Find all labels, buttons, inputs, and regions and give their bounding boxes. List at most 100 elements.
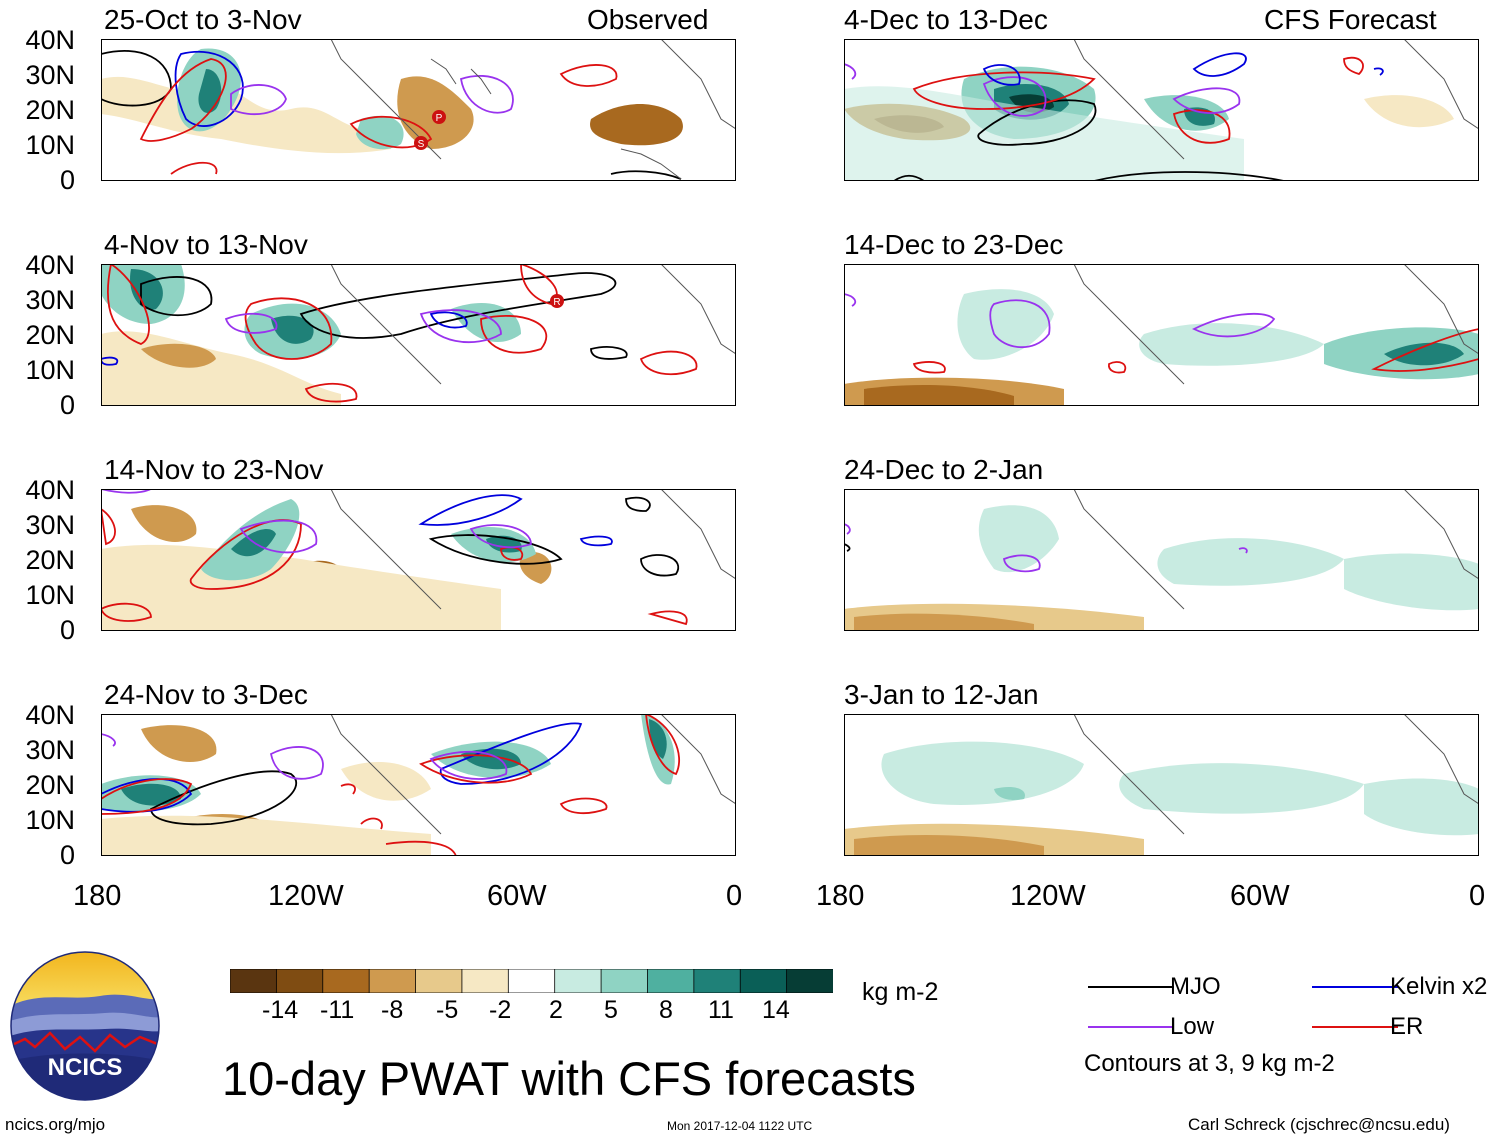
colorbar-tick-11: 11 bbox=[708, 996, 734, 1024]
shade-dry-9 bbox=[519, 551, 552, 584]
contour-low-2 bbox=[459, 74, 514, 114]
contour-low-11 bbox=[982, 76, 1047, 117]
lat-label-20n-row4: 20N bbox=[25, 770, 75, 800]
panel-title-7: 24-Dec to 2-Jan bbox=[844, 454, 1044, 485]
panel-title-3: 14-Nov to 23-Nov bbox=[104, 454, 324, 485]
coastlines-4 bbox=[330, 714, 736, 835]
shade-dry-6 bbox=[131, 505, 197, 542]
map-panel-observed-3 bbox=[101, 489, 736, 631]
map-panel-forecast-4 bbox=[844, 714, 1479, 856]
shade-moist-33 bbox=[994, 787, 1025, 800]
contour-kelvin-9 bbox=[1192, 52, 1247, 77]
contour-er-3 bbox=[349, 115, 433, 149]
shade-moist-34 bbox=[1119, 763, 1364, 814]
colorbar-tick-8: 8 bbox=[659, 996, 673, 1024]
shade-moist-29 bbox=[978, 505, 1059, 573]
contour-mjo-3 bbox=[299, 272, 617, 339]
lon-label-180-right: 180 bbox=[816, 880, 865, 912]
contour-er-25 bbox=[1343, 56, 1364, 76]
contour-er-1 bbox=[139, 58, 227, 142]
contour-low-9 bbox=[101, 733, 116, 747]
contour-mjo-5 bbox=[590, 346, 628, 360]
storm-marker-p bbox=[432, 110, 446, 124]
pwat-map-1: P S bbox=[101, 39, 736, 180]
contour-er-15 bbox=[647, 610, 688, 626]
coastlines-8 bbox=[1073, 714, 1479, 835]
pwat-map-8 bbox=[844, 714, 1479, 856]
shade-moist-7 bbox=[271, 315, 314, 344]
contour-er-9 bbox=[639, 350, 698, 376]
contour-er-17 bbox=[419, 754, 533, 784]
colorbar-swatch-6 bbox=[507, 969, 556, 993]
contour-low-15 bbox=[1191, 312, 1276, 338]
pwat-map-2: R bbox=[101, 264, 736, 406]
storm-marker-r bbox=[550, 294, 564, 308]
lat-label-40n-row1: 40N bbox=[25, 25, 75, 55]
lat-label-0-row2: 0 bbox=[59, 390, 75, 420]
panel-title-1: 25-Oct to 3-Nov bbox=[104, 4, 302, 35]
contour-er-28 bbox=[1108, 361, 1127, 374]
lon-label-0-left: 0 bbox=[726, 880, 743, 912]
main-title: 10-day PWAT with CFS forecasts bbox=[222, 1052, 916, 1105]
colorbar-swatch-7 bbox=[554, 969, 602, 993]
contour-kelvin-8 bbox=[982, 64, 1021, 86]
storm-marker-s-label: S bbox=[418, 139, 425, 150]
lat-label-30n-row1: 30N bbox=[25, 60, 75, 90]
contour-er-20 bbox=[340, 783, 356, 795]
pwat-map-6 bbox=[844, 264, 1479, 406]
colorbar-tick-2: 2 bbox=[549, 996, 563, 1024]
contour-mjo-4 bbox=[140, 276, 213, 317]
contour-low-6 bbox=[101, 489, 152, 494]
storm-marker-r-label: R bbox=[553, 297, 560, 308]
lat-label-40n-row3: 40N bbox=[25, 475, 75, 505]
shade-dry-11 bbox=[141, 725, 217, 762]
panel-title-2: 4-Nov to 13-Nov bbox=[104, 229, 308, 260]
pwat-map-3 bbox=[101, 489, 736, 631]
contour-low-7 bbox=[469, 524, 532, 549]
lat-label-20n-row1: 20N bbox=[25, 95, 75, 125]
shade-moist-23 bbox=[1184, 107, 1215, 126]
lon-label-0-right: 0 bbox=[1469, 880, 1486, 912]
lat-label-30n-row4: 30N bbox=[25, 735, 75, 765]
legend-low-label: Low bbox=[1170, 1013, 1215, 1040]
contour-mjo-7 bbox=[625, 496, 651, 512]
contour-low-17 bbox=[1002, 554, 1041, 573]
colorbar-swatch-11 bbox=[739, 969, 788, 993]
map-panel-forecast-3 bbox=[844, 489, 1479, 631]
colorbar-swatch-8 bbox=[600, 969, 649, 993]
legend-er-line bbox=[1312, 1026, 1398, 1028]
storm-marker-s bbox=[414, 136, 428, 150]
lat-label-10n-row4: 10N bbox=[25, 805, 75, 835]
panel-title-8: 3-Jan to 12-Jan bbox=[844, 679, 1039, 710]
contour-low-4 bbox=[419, 309, 502, 344]
contour-low-5 bbox=[239, 519, 318, 554]
colorbar-swatch-3 bbox=[368, 969, 417, 993]
contour-mjo-2 bbox=[610, 170, 682, 180]
shade-moist-26 bbox=[1139, 323, 1324, 366]
footer-credit: Carl Schreck (cjschrec@ncsu.edu) bbox=[1188, 1115, 1450, 1134]
contour-er-6 bbox=[244, 297, 333, 360]
colorbar-tick-m2: -2 bbox=[489, 996, 512, 1024]
shade-moist-2 bbox=[198, 69, 222, 114]
legend-mjo-line bbox=[1088, 986, 1174, 988]
shade-dry-5 bbox=[141, 343, 216, 368]
contour-kelvin-7 bbox=[439, 722, 583, 785]
ncics-logo-text: NCICS bbox=[48, 1054, 123, 1081]
lat-label-10n-row1: 10N bbox=[25, 130, 75, 160]
contour-kelvin-10 bbox=[1373, 67, 1384, 76]
coastlines-5 bbox=[1073, 39, 1479, 160]
coastlines-6 bbox=[1073, 264, 1479, 385]
lat-label-0-row3: 0 bbox=[59, 615, 75, 645]
colorbar-tick-m14: -14 bbox=[262, 996, 299, 1024]
contour-er-12 bbox=[101, 602, 152, 622]
lon-label-120w-right: 120W bbox=[1010, 880, 1086, 912]
contour-low-18 bbox=[844, 523, 851, 535]
lat-label-0-row1: 0 bbox=[59, 165, 75, 195]
contour-kelvin-2 bbox=[101, 356, 119, 366]
legend-mjo-label: MJO bbox=[1170, 973, 1221, 1000]
shade-moist-35 bbox=[1364, 778, 1479, 836]
shade-moist-28 bbox=[1384, 342, 1464, 366]
pwat-map-5 bbox=[844, 39, 1479, 181]
contour-low-16 bbox=[844, 293, 857, 307]
lon-label-60w-left: 60W bbox=[487, 880, 547, 912]
